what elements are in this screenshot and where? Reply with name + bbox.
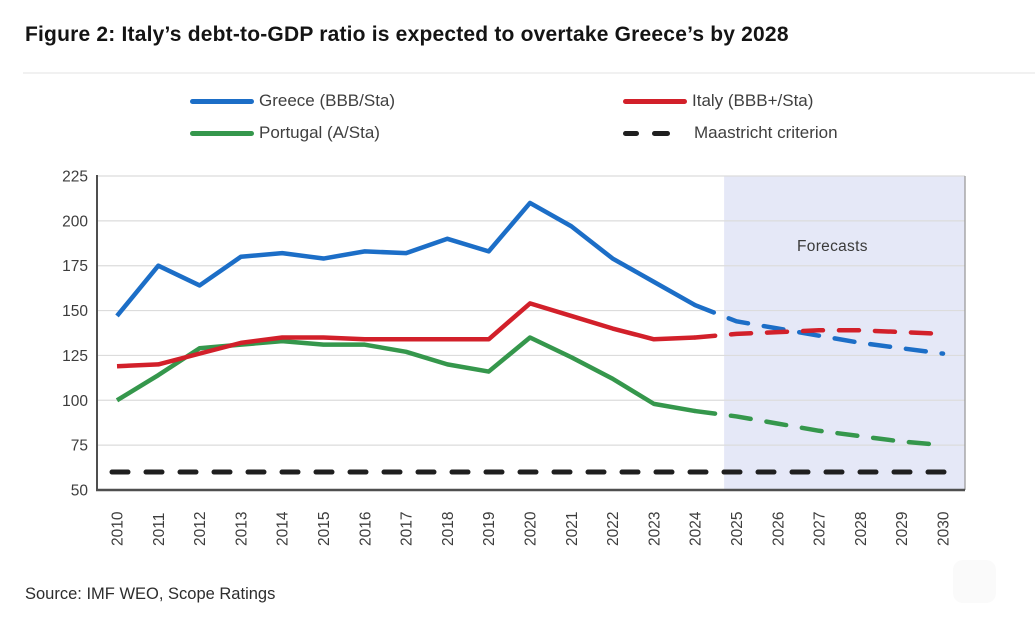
italy-history-line <box>116 301 696 369</box>
y-tick-label: 150 <box>62 303 88 320</box>
x-tick-label: 2022 <box>605 512 622 546</box>
legend-item-greece: Greece (BBB/Sta) <box>190 91 395 111</box>
source-note: Source: IMF WEO, Scope Ratings <box>25 585 276 603</box>
y-tick-label: 175 <box>62 258 88 275</box>
x-tick-label: 2017 <box>399 512 416 546</box>
y-axis-labels: 50 75 100 125 150 175 200 225 <box>62 169 88 500</box>
x-tick-label: 2013 <box>233 512 250 546</box>
x-tick-label: 2018 <box>440 512 457 546</box>
figure-title: Figure 2: Italy’s debt-to-GDP ratio is e… <box>25 23 789 46</box>
x-tick-label: 2020 <box>523 511 540 546</box>
legend-item-italy: Italy (BBB+/Sta) <box>623 91 813 111</box>
legend-label-italy: Italy (BBB+/Sta) <box>692 91 814 110</box>
x-tick-label: 2011 <box>151 513 168 546</box>
y-tick-label: 125 <box>62 348 88 365</box>
greece-forecast-line <box>692 302 946 356</box>
watermark-badge <box>953 560 996 603</box>
y-tick-label: 200 <box>62 213 88 230</box>
x-tick-label: 2016 <box>357 512 374 546</box>
x-tick-label: 2026 <box>770 512 787 546</box>
legend-label-greece: Greece (BBB/Sta) <box>259 91 396 110</box>
italy-forecast-line <box>692 328 946 340</box>
portugal-line-swatch <box>190 130 254 136</box>
x-tick-label: 2023 <box>646 512 663 546</box>
portugal-history-line <box>115 335 696 414</box>
legend-item-maastricht: Maastricht criterion <box>623 123 838 143</box>
x-tick-label: 2021 <box>564 512 581 546</box>
x-tick-label: 2012 <box>192 512 209 546</box>
x-tick-label: 2010 <box>110 511 127 546</box>
greece-line-swatch <box>190 98 254 104</box>
x-tick-label: 2025 <box>729 512 746 546</box>
x-tick-label: 2029 <box>894 512 911 546</box>
x-tick-label: 2014 <box>275 511 292 546</box>
x-tick-label: 2019 <box>481 512 498 546</box>
x-axis-labels: 2010 2011 2012 2013 2014 2015 2016 2017 2018 2019… <box>110 511 953 546</box>
y-tick-label: 75 <box>71 438 88 455</box>
x-tick-label: 2030 <box>936 511 953 546</box>
x-tick-label: 2015 <box>316 512 333 546</box>
top-divider <box>23 72 1035 74</box>
y-tick-label: 100 <box>62 393 88 410</box>
y-tick-label: 50 <box>71 483 89 500</box>
y-tick-label: 225 <box>62 169 88 186</box>
x-tick-label: 2028 <box>853 512 870 546</box>
legend-item-portugal: Portugal (A/Sta) <box>190 123 380 143</box>
greece-history-line <box>115 200 697 318</box>
legend-label-maastricht: Maastricht criterion <box>694 123 838 142</box>
x-tick-label: 2024 <box>688 511 705 546</box>
maastricht-dash-swatch <box>623 130 687 136</box>
italy-line-swatch <box>623 98 687 104</box>
legend-label-portugal: Portugal (A/Sta) <box>259 123 380 142</box>
x-tick-label: 2027 <box>812 512 829 546</box>
portugal-forecast-line <box>692 408 946 448</box>
forecasts-annotation: Forecasts <box>797 238 868 255</box>
